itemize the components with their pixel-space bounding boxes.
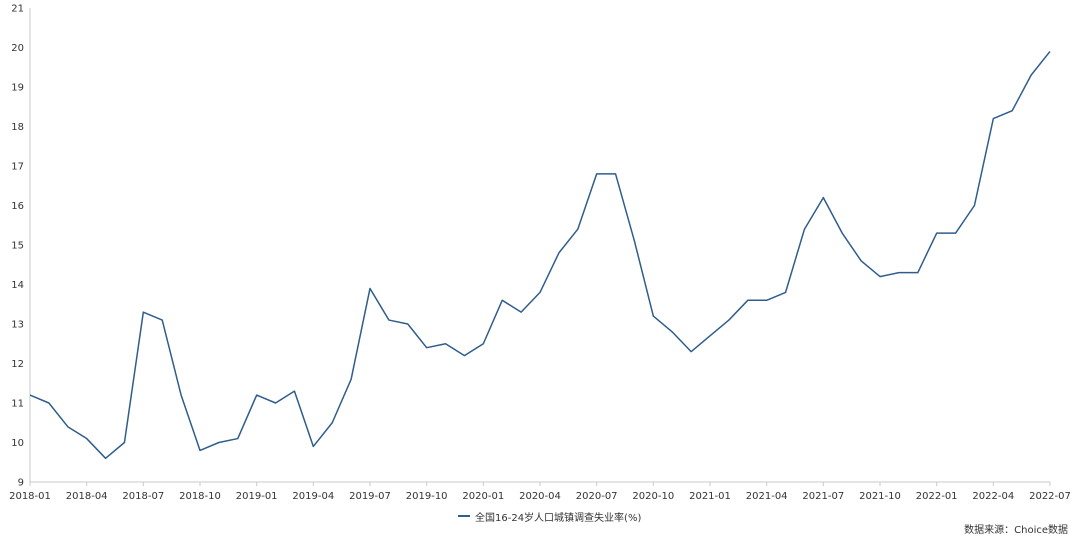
y-tick-label: 10 (11, 438, 24, 449)
x-tick-label: 2018-10 (179, 491, 221, 502)
x-tick-label: 2022-04 (972, 491, 1014, 502)
x-tick-label: 2020-01 (462, 491, 504, 502)
legend-line-icon (458, 515, 470, 517)
x-tick-label: 2018-07 (122, 491, 164, 502)
y-tick-label: 11 (11, 399, 24, 410)
x-tick-label: 2019-04 (292, 491, 334, 502)
y-tick-label: 9 (18, 478, 24, 489)
y-tick-label: 14 (11, 280, 24, 291)
x-tick-label: 2020-07 (576, 491, 618, 502)
y-tick-label: 13 (11, 320, 24, 331)
y-tick-label: 20 (11, 43, 24, 54)
x-tick-label: 2021-01 (689, 491, 731, 502)
data-source-note: 数据来源：Choice数据 (964, 525, 1068, 536)
x-tick-label: 2021-04 (746, 491, 788, 502)
legend-label: 全国16-24岁人口城镇调查失业率(%) (475, 512, 642, 524)
y-tick-label: 16 (11, 201, 24, 212)
x-tick-label: 2020-04 (519, 491, 561, 502)
y-tick-label: 19 (11, 83, 24, 94)
x-tick-label: 2019-10 (406, 491, 448, 502)
y-tick-label: 18 (11, 122, 24, 133)
y-tick-label: 21 (11, 4, 24, 15)
x-tick-label: 2018-01 (9, 491, 51, 502)
y-tick-label: 12 (11, 359, 24, 370)
x-tick-label: 2021-07 (802, 491, 844, 502)
x-tick-label: 2020-10 (632, 491, 674, 502)
x-tick-label: 2019-01 (236, 491, 278, 502)
x-tick-label: 2019-07 (349, 491, 391, 502)
legend: 全国16-24岁人口城镇调查失业率(%) (458, 508, 641, 524)
y-tick-label: 15 (11, 241, 24, 252)
y-tick-label: 17 (11, 162, 24, 173)
x-tick-label: 2022-07 (1029, 491, 1071, 502)
x-tick-label: 2022-01 (916, 491, 958, 502)
x-tick-label: 2021-10 (859, 491, 901, 502)
x-tick-label: 2018-04 (66, 491, 108, 502)
series-line (29, 50, 1051, 460)
